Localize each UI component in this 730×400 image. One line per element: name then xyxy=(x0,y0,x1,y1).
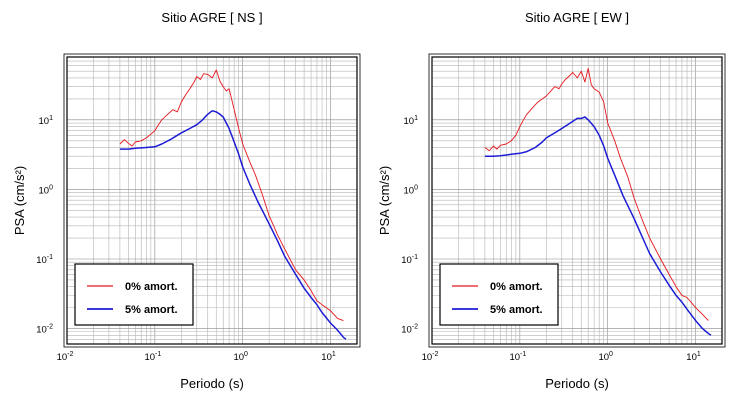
legend-label: 5% amort. xyxy=(125,304,178,316)
series-line-red xyxy=(484,67,709,321)
legend-box xyxy=(74,263,194,326)
chart-title: Sitio AGRE [ NS ] xyxy=(161,10,262,25)
x-tick-label: 10-2 xyxy=(422,351,439,363)
x-tick-label: 100 xyxy=(598,351,613,363)
x-tick-label: 100 xyxy=(233,351,248,363)
y-tick-label: 100 xyxy=(404,184,419,196)
legend: 0% amort. 5% amort. xyxy=(439,263,559,326)
x-tick-exponent: -2 xyxy=(432,351,438,358)
y-tick-exponent: -1 xyxy=(412,254,418,261)
y-tick-label: 10-2 xyxy=(36,324,53,336)
y-tick-exponent: 1 xyxy=(414,115,418,122)
x-tick-label: 101 xyxy=(686,351,701,363)
y-axis-label: PSA (cm/s²) xyxy=(12,166,27,235)
x-tick-exponent: 0 xyxy=(244,351,248,358)
plot-outer-border xyxy=(63,53,361,348)
x-tick-label: 10-2 xyxy=(57,351,74,363)
y-tick-exponent: -1 xyxy=(47,254,53,261)
plot-frame xyxy=(63,53,361,348)
x-axis-label: Periodo (s) xyxy=(545,376,609,391)
x-tick-exponent: -1 xyxy=(520,351,526,358)
legend: 0% amort. 5% amort. xyxy=(74,263,194,326)
y-axis-label: PSA (cm/s²) xyxy=(377,166,392,235)
plot-frame xyxy=(428,53,726,348)
y-tick-exponent: 1 xyxy=(49,115,53,122)
legend-label: 0% amort. xyxy=(490,281,543,293)
y-tick-label: 101 xyxy=(404,115,419,127)
x-tick-label: 101 xyxy=(321,351,336,363)
y-tick-label: 10-1 xyxy=(401,254,418,266)
y-tick-label: 10-2 xyxy=(401,324,418,336)
x-tick-exponent: 0 xyxy=(609,351,613,358)
x-tick-exponent: 1 xyxy=(332,351,336,358)
x-tick-label: 10-1 xyxy=(144,351,161,363)
chart-title: Sitio AGRE [ EW ] xyxy=(525,10,629,25)
y-tick-exponent: 0 xyxy=(49,184,53,191)
series-line-red xyxy=(119,69,344,322)
legend-label: 5% amort. xyxy=(490,304,543,316)
y-tick-exponent: -2 xyxy=(47,324,53,331)
plot-border xyxy=(66,56,358,345)
series-line-blue xyxy=(484,116,712,336)
x-tick-exponent: -1 xyxy=(155,351,161,358)
legend-label: 0% amort. xyxy=(125,281,178,293)
y-tick-label: 101 xyxy=(39,115,54,127)
x-tick-exponent: 1 xyxy=(697,351,701,358)
series-line-blue xyxy=(119,110,347,340)
x-tick-label: 10-1 xyxy=(509,351,526,363)
y-tick-exponent: -2 xyxy=(412,324,418,331)
plot-border xyxy=(431,56,723,345)
y-tick-exponent: 0 xyxy=(414,184,418,191)
x-axis-label: Periodo (s) xyxy=(180,376,244,391)
x-tick-exponent: -2 xyxy=(67,351,73,358)
plot-outer-border xyxy=(428,53,726,348)
y-tick-label: 10-1 xyxy=(36,254,53,266)
legend-box xyxy=(439,263,559,326)
y-tick-label: 100 xyxy=(39,184,54,196)
